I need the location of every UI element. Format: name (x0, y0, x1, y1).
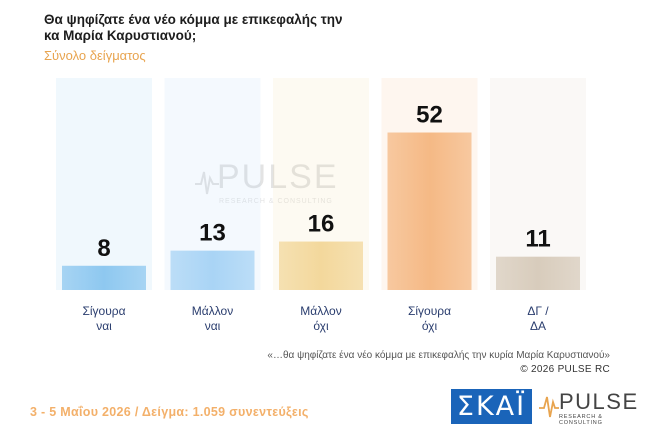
category-label-4: Σίγουρα όχι (408, 304, 451, 333)
bar-4 (387, 132, 472, 290)
bar-background-1 (56, 78, 152, 290)
pulse-watermark: PULSE RESEARCH & CONSULTING (195, 158, 345, 210)
bar-value-label-2: 13 (199, 220, 226, 247)
bar-value-label-5: 11 (525, 226, 550, 253)
chart-subtitle: Σύνολο δείγματος (44, 48, 146, 63)
chart-title: Θα ψηφίζατε ένα νέο κόμμα με επικεφαλής … (44, 12, 343, 43)
pulse-logo-subtext: RESEARCH & CONSULTING (559, 414, 603, 426)
bar-value-label-1: 8 (97, 235, 110, 262)
copyright: © 2026 PULSE RC (520, 364, 610, 375)
category-label-1: Σίγουρα ναι (82, 304, 125, 333)
watermark-subtext: RESEARCH & CONSULTING (219, 198, 333, 205)
bar-value-label-3: 16 (308, 211, 335, 238)
bar-2 (170, 250, 255, 290)
bar-background-5 (490, 78, 586, 290)
category-label-5: ΔΓ / ΔΑ (527, 304, 549, 333)
skai-logo-text: ΣΚΑΪ (456, 391, 527, 422)
pulse-wave-icon (195, 171, 219, 195)
pulse-logo: PULSE RESEARCH & CONSULTING (539, 389, 639, 426)
bar-5 (496, 256, 580, 290)
question-quote: «…θα ψηφίζατε ένα νέο κόμμα με επικεφαλή… (267, 350, 610, 361)
category-label-2: Μάλλον ναι (192, 304, 233, 333)
survey-footer: 3 - 5 Μαΐου 2026 / Δείγμα: 1.059 συνεντε… (30, 405, 309, 419)
bar-1 (62, 265, 146, 290)
watermark-text: PULSE (217, 158, 339, 196)
category-label-3: Μάλλον όχι (300, 304, 341, 333)
bar-3 (279, 241, 363, 290)
skai-logo: ΣΚΑΪ (451, 389, 532, 424)
pulse-logo-text: PULSE (559, 389, 639, 414)
bar-value-label-4: 52 (416, 102, 443, 129)
pulse-logo-wave-icon (539, 396, 559, 418)
